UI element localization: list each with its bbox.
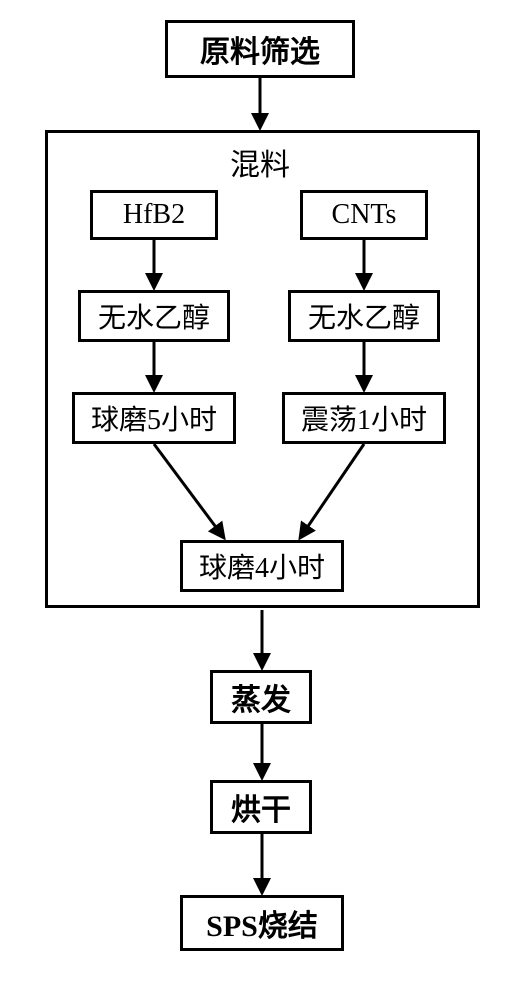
label-cnts: CNTs <box>332 199 397 231</box>
box-shake-1h: 震荡1小时 <box>282 392 446 444</box>
label-top: 原料筛选 <box>200 27 320 71</box>
label-sps: SPS烧结 <box>206 901 318 945</box>
label-ethanol-right: 无水乙醇 <box>308 296 420 336</box>
label-mixing: 混料 <box>210 140 310 184</box>
box-evaporate: 蒸发 <box>210 670 312 724</box>
label-ballmill5: 球磨5小时 <box>91 398 217 438</box>
label-shake1: 震荡1小时 <box>301 398 427 438</box>
box-ballmill-4h: 球磨4小时 <box>180 540 344 592</box>
box-cnts: CNTs <box>300 190 428 240</box>
box-sps-sinter: SPS烧结 <box>180 895 344 951</box>
label-evaporate: 蒸发 <box>231 675 291 719</box>
label-dry: 烘干 <box>231 785 291 829</box>
label-ballmill4: 球磨4小时 <box>199 546 325 586</box>
box-ethanol-right: 无水乙醇 <box>288 290 440 342</box>
box-raw-material-screening: 原料筛选 <box>165 20 355 78</box>
box-ethanol-left: 无水乙醇 <box>78 290 230 342</box>
box-dry: 烘干 <box>210 780 312 834</box>
label-hfb2: HfB2 <box>123 199 185 231</box>
box-ballmill-5h: 球磨5小时 <box>72 392 236 444</box>
label-ethanol-left: 无水乙醇 <box>98 296 210 336</box>
box-hfb2: HfB2 <box>90 190 218 240</box>
